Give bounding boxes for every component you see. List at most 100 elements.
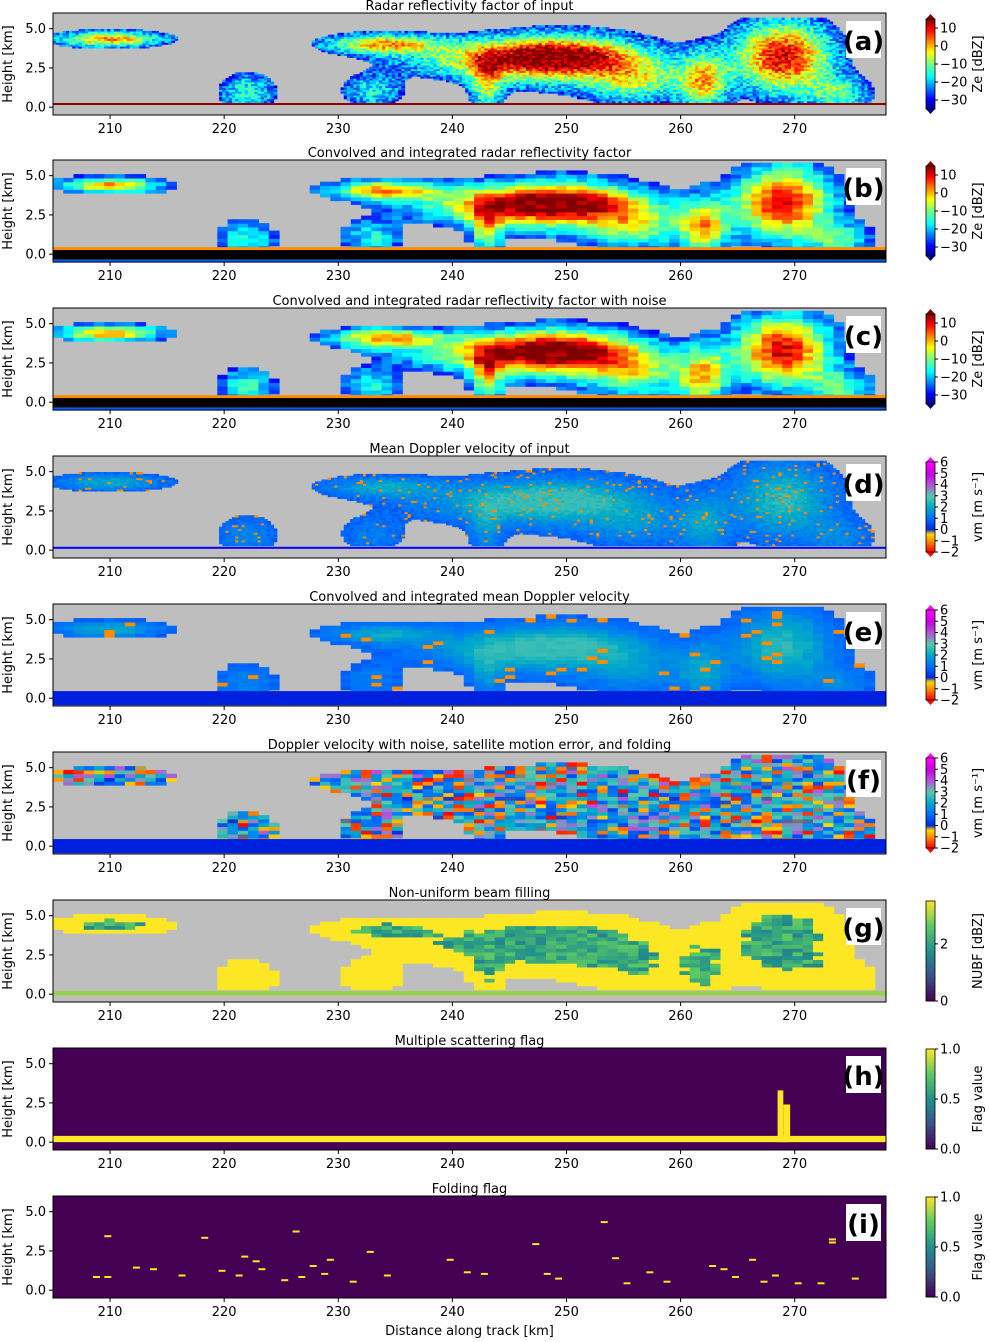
heatmap-cell (158, 44, 163, 47)
heatmap-cell (401, 42, 406, 45)
heatmap-cell (372, 98, 377, 102)
heatmap-cell (113, 30, 118, 34)
heatmap-cell (414, 59, 418, 62)
heatmap-cell (382, 66, 386, 70)
heatmap-cell (359, 72, 364, 75)
heatmap-cell (391, 66, 396, 70)
heatmap-cell (113, 46, 118, 49)
heatmap-cell (100, 42, 105, 45)
heatmap-cell (132, 42, 137, 45)
heatmap-cell (378, 47, 383, 51)
heatmap-cell (388, 61, 393, 64)
heatmap-cell (407, 76, 412, 79)
heatmap-cell (471, 78, 476, 81)
heatmap-cell (401, 62, 406, 66)
heatmap-cell (420, 38, 425, 41)
heatmap-cell (238, 83, 243, 87)
heatmap-cell (391, 30, 396, 34)
heatmap-cell (449, 51, 453, 55)
heatmap-cell (369, 38, 374, 41)
heatmap-cell (148, 32, 153, 36)
heatmap-cell (398, 96, 402, 100)
heatmap-cell (59, 38, 64, 41)
heatmap-cell (474, 72, 479, 75)
heatmap-cell (388, 81, 393, 85)
heatmap-cell (468, 47, 473, 51)
heatmap-cell (270, 91, 275, 94)
heatmap-cell (356, 49, 361, 53)
heatmap-cell (72, 38, 76, 41)
heatmap-cell (155, 42, 159, 45)
heatmap-cell (350, 55, 354, 58)
heatmap-cell (235, 85, 239, 88)
heatmap-cell (231, 89, 236, 92)
heatmap-cell (398, 36, 402, 39)
heatmap-cell (72, 40, 76, 43)
heatmap-cell (420, 76, 425, 79)
heatmap-cell (350, 32, 354, 36)
heatmap-cell (78, 46, 83, 49)
heatmap-cell (241, 91, 246, 94)
heatmap-cell (62, 42, 67, 45)
heatmap-cell (439, 61, 444, 64)
heatmap-cell (113, 32, 118, 36)
heatmap-cell (471, 30, 476, 34)
heatmap-cell (439, 68, 444, 72)
heatmap-cell (401, 59, 406, 62)
heatmap-cell (356, 36, 361, 39)
heatmap-cell (458, 49, 463, 53)
heatmap-cell (442, 44, 447, 47)
heatmap-cell (378, 74, 383, 77)
heatmap-cell (155, 36, 159, 39)
heatmap-cell (369, 96, 374, 100)
heatmap-cell (378, 70, 383, 73)
heatmap-cell (458, 83, 463, 87)
heatmap-cell (85, 44, 89, 47)
heatmap-cell (270, 89, 275, 92)
heatmap-cell (372, 47, 377, 51)
heatmap-cell (372, 40, 377, 43)
heatmap-cell (439, 53, 444, 56)
heatmap-cell (231, 91, 236, 94)
heatmap-cell (382, 68, 386, 72)
heatmap-cell (398, 64, 402, 68)
heatmap-cell (382, 89, 386, 92)
heatmap-cell (423, 72, 428, 75)
heatmap-cell (398, 46, 402, 49)
heatmap-cell (449, 36, 453, 39)
heatmap-cell (394, 93, 399, 96)
heatmap-cell (449, 66, 453, 70)
heatmap-cell (327, 47, 332, 51)
heatmap-cell (407, 55, 412, 58)
heatmap-cell (331, 42, 335, 45)
heatmap-cell (366, 70, 370, 73)
heatmap-cell (235, 81, 239, 85)
heatmap-cell (465, 91, 469, 94)
heatmap-cell (222, 100, 227, 104)
heatmap-cell (430, 32, 434, 36)
heatmap-cell (449, 38, 453, 41)
heatmap-cell (254, 94, 259, 98)
heatmap-cell (334, 34, 338, 38)
heatmap-cell (385, 98, 390, 102)
heatmap-cell (366, 53, 370, 56)
heatmap-cell (69, 32, 73, 36)
heatmap-cell (471, 32, 476, 36)
heatmap-cell (468, 91, 473, 94)
heatmap-cell (241, 89, 246, 92)
heatmap-cell (394, 32, 399, 36)
heatmap-cell (471, 68, 476, 72)
heatmap-cell (353, 47, 358, 51)
heatmap-cell (372, 94, 377, 98)
heatmap-cell (391, 44, 396, 47)
heatmap-cell (439, 76, 444, 79)
heatmap-cell (382, 91, 386, 94)
heatmap-cell (158, 36, 163, 39)
heatmap-cell (401, 72, 406, 75)
heatmap-cell (471, 59, 476, 62)
heatmap-cell (394, 70, 399, 73)
heatmap-cell (72, 46, 76, 49)
heatmap-cell (417, 57, 421, 60)
heatmap-cell (388, 72, 393, 75)
heatmap-cell (311, 40, 316, 43)
